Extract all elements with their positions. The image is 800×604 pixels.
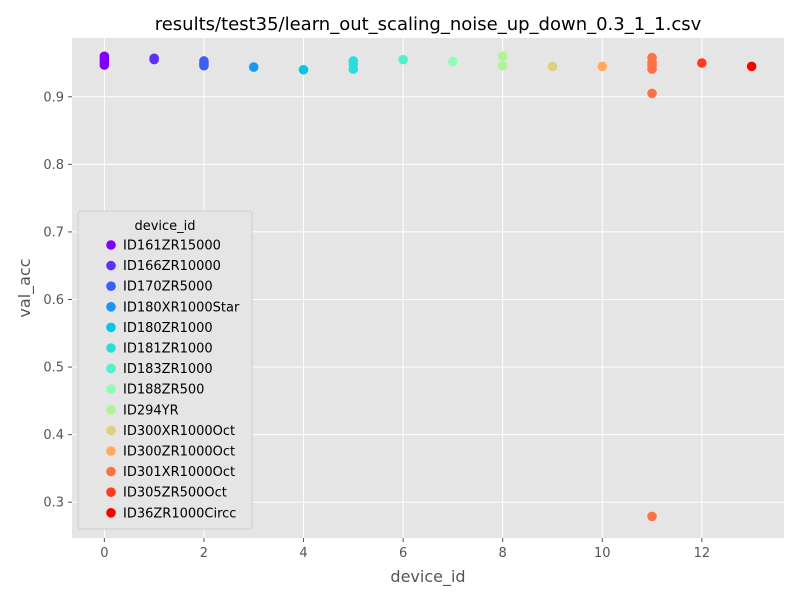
legend-items: ID161ZR15000 ID166ZR10000 ID170ZR5000 ID180… (106, 239, 240, 521)
legend-label: ID301XR1000Oct (123, 465, 235, 480)
x-tick-label: 2 (200, 546, 208, 561)
y-tick-label: 0.4 (43, 428, 64, 443)
grid-lines (72, 38, 784, 538)
legend-marker (106, 384, 116, 395)
y-tick-label: 0.9 (43, 90, 64, 105)
legend-label: ID180XR1000Star (123, 300, 240, 315)
legend-label: ID170ZR5000 (123, 280, 213, 295)
y-tick-label: 0.7 (43, 225, 64, 240)
legend-label: ID188ZR500 (123, 383, 204, 398)
data-point-id170zr5000 (199, 60, 209, 71)
legend-marker (106, 343, 116, 353)
legend-marker (106, 363, 116, 374)
axis-ticks: 0 2 4 6 8 10 12 0.3 0.4 0.5 0.6 0.7 0.8 0.9 (43, 90, 710, 561)
x-tick-label: 12 (694, 546, 711, 561)
legend-marker (106, 466, 116, 477)
legend-label: ID183ZR1000 (123, 362, 213, 377)
y-tick-label: 0.5 (43, 361, 64, 376)
legend-title: device_id (134, 219, 195, 234)
legend-marker (106, 281, 116, 292)
legend-label: ID166ZR10000 (123, 259, 221, 274)
legend-label: ID181ZR1000 (123, 342, 213, 357)
x-tick-label: 10 (594, 546, 611, 561)
x-tick-label: 4 (299, 546, 307, 561)
legend-marker (106, 425, 116, 436)
data-point-id300zr1000oct (597, 61, 608, 72)
legend-marker (106, 446, 116, 456)
legend-marker (106, 487, 116, 498)
legend-marker (106, 322, 116, 333)
x-tick-label: 8 (499, 546, 507, 561)
data-point-id305zr500oct (697, 58, 707, 68)
data-point-id301xr1000oct (647, 511, 657, 522)
data-point-id294yr (497, 51, 508, 62)
legend-label: ID300XR1000Oct (123, 424, 235, 439)
legend-label: ID305ZR500Oct (123, 486, 227, 501)
legend-marker (106, 260, 116, 271)
legend-box (77, 210, 253, 530)
data-point-id301xr1000oct (647, 64, 657, 74)
data-point-id161zr15000 (99, 60, 110, 70)
data-point-id166zr10000 (149, 54, 159, 65)
legend-marker (106, 302, 116, 312)
legend-label: ID161ZR15000 (123, 239, 221, 254)
data-points (99, 51, 757, 522)
data-point-id294yr (497, 60, 508, 71)
data-point-id300xr1000oct (547, 61, 558, 72)
legend: device_id ID161ZR15000 ID166ZR10000 ID170Z… (77, 210, 253, 530)
data-point-id183zr1000 (398, 54, 408, 65)
legend-label: ID180ZR1000 (123, 321, 213, 336)
y-tick-label: 0.6 (43, 293, 64, 308)
data-point-id188zr500 (448, 56, 458, 67)
legend-label: ID300ZR1000Oct (123, 445, 235, 460)
y-tick-label: 0.8 (43, 158, 64, 173)
x-tick-label: 6 (399, 546, 407, 561)
legend-label: ID294YR (123, 403, 179, 418)
legend-marker (106, 405, 116, 415)
y-tick-label: 0.3 (43, 496, 64, 511)
y-axis-label: val_acc (15, 258, 35, 317)
x-tick-label: 0 (100, 546, 108, 561)
data-point-id301xr1000oct (647, 88, 657, 99)
data-point-id181zr1000 (348, 64, 359, 74)
x-axis-label: device_id (390, 567, 465, 587)
data-point-id180zr1000 (298, 64, 309, 75)
chart-title: results/test35/learn_out_scaling_noise_u… (155, 14, 702, 35)
data-point-id36zr1000circc (746, 61, 757, 72)
legend-marker (106, 508, 116, 518)
data-point-id180xr1000star (248, 62, 259, 72)
legend-label: ID36ZR1000Circc (123, 506, 236, 521)
legend-marker (106, 240, 116, 250)
